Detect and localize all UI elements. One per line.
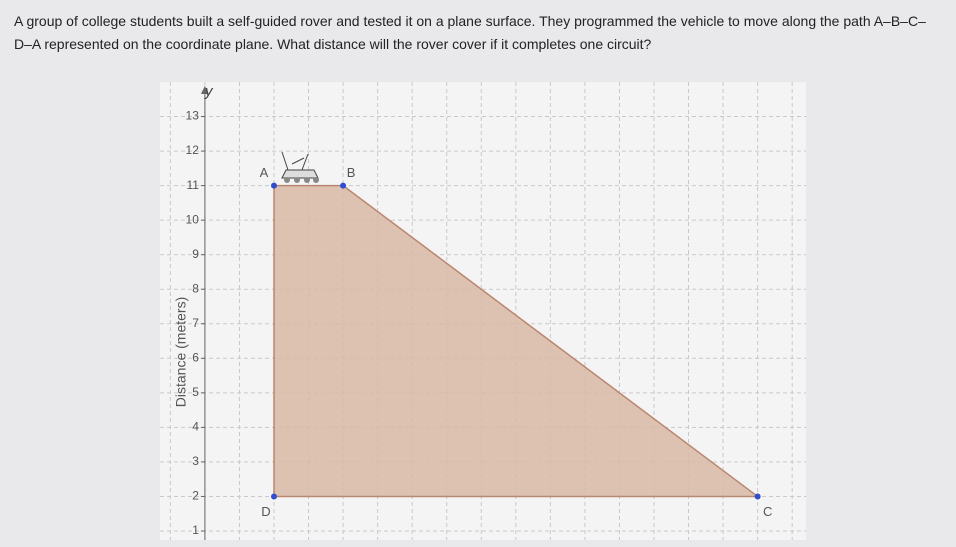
y-tick-label: 5 [192,385,199,399]
y-tick-label: 8 [192,281,199,295]
y-tick-label: 11 [186,178,199,192]
y-axis-arrow [200,86,209,94]
vertex-label: C [763,504,772,519]
vertex [340,182,347,189]
y-tick-label: 10 [186,212,200,226]
vertex [271,182,277,189]
y-tick-label: 4 [192,420,199,434]
y-tick-label: 13 [186,109,200,123]
vertex [754,493,761,500]
vertex-label: A [260,165,269,180]
y-tick-label: 12 [186,143,200,157]
question: A group of college students built a self… [14,13,926,52]
y-tick-label: 2 [192,489,199,503]
vertex-label: D [261,504,270,519]
y-tick-label: 1 [192,523,199,537]
y-axis-label: Distance (meters) [173,297,189,407]
y-tick-label: 9 [192,247,199,261]
y-axis-name: y [204,83,214,100]
y-tick-label: 6 [192,350,199,364]
y-tick-label: 3 [192,454,199,468]
y-tick-label: 7 [192,316,199,330]
rover-icon [281,151,319,183]
vertex-label: B [347,165,356,180]
vertex [271,493,277,500]
